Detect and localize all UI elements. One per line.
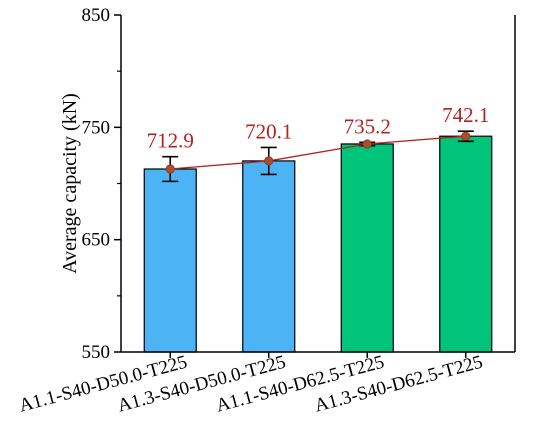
data-label-1: 712.9: [147, 129, 194, 153]
data-point-3: [362, 139, 372, 149]
y-axis-title: Average capacity (kN): [59, 93, 81, 274]
y-tick-label-550: 550: [82, 342, 111, 363]
y-tick-label-650: 650: [82, 230, 111, 251]
y-tick-label-850: 850: [82, 5, 111, 26]
trend-line-group: [165, 131, 471, 174]
data-point-1: [165, 164, 175, 174]
bar-1: [143, 168, 197, 353]
data-point-4: [461, 131, 471, 141]
y-tick-label-750: 750: [82, 117, 111, 138]
data-labels-group: 712.9 720.1 735.2 742.1: [147, 103, 490, 152]
data-label-4: 742.1: [442, 103, 489, 127]
data-label-2: 720.1: [245, 119, 292, 143]
data-point-2: [264, 156, 274, 166]
trend-line: [170, 135, 466, 170]
bar-3: [340, 143, 394, 353]
bar-2: [242, 160, 296, 353]
bars-group: [143, 135, 493, 353]
bar-4: [439, 135, 493, 353]
data-label-3: 735.2: [344, 114, 391, 138]
